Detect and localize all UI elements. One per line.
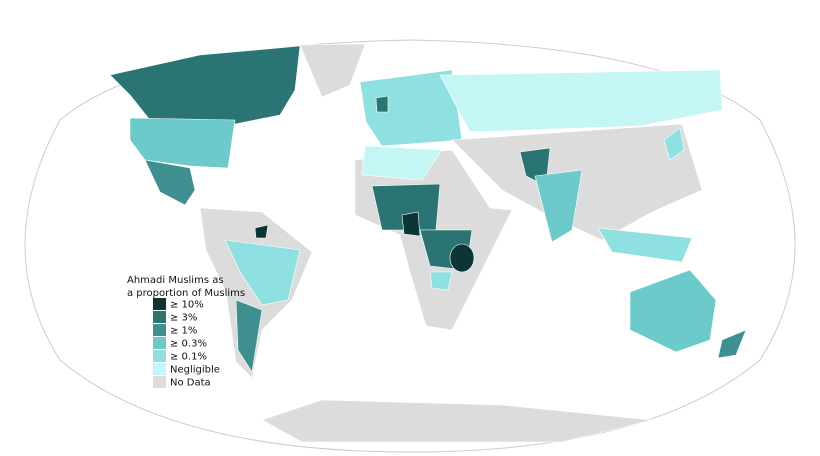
country	[449, 243, 475, 273]
legend-swatch	[153, 350, 166, 362]
legend-label: ≥ 1%	[170, 326, 197, 337]
legend-swatch	[153, 298, 166, 310]
legend-label: ≥ 10%	[170, 300, 204, 311]
country	[429, 271, 453, 291]
country	[359, 69, 463, 147]
country	[597, 227, 693, 263]
country	[261, 399, 653, 443]
countries	[109, 43, 747, 443]
country	[375, 95, 389, 113]
country	[717, 329, 747, 359]
country	[401, 211, 421, 237]
country	[254, 224, 269, 239]
country	[224, 239, 301, 306]
country	[663, 127, 685, 161]
country	[129, 117, 236, 169]
legend-swatch	[153, 311, 166, 323]
legend-swatch	[153, 324, 166, 336]
legend-swatch	[153, 376, 166, 388]
country	[235, 299, 263, 373]
country	[361, 145, 443, 181]
country	[534, 169, 583, 243]
legend-swatch	[153, 363, 166, 375]
legend-title: a proportion of Muslims	[127, 288, 245, 299]
legend-title: Ahmadi Muslims as	[127, 275, 224, 286]
country	[299, 43, 366, 98]
legend-swatch	[153, 337, 166, 349]
legend-label: No Data	[170, 378, 211, 389]
legend-label: ≥ 3%	[170, 313, 197, 324]
country	[629, 269, 717, 353]
legend-label: ≥ 0.3%	[170, 339, 207, 350]
country	[439, 69, 723, 133]
country	[109, 45, 301, 126]
country	[144, 159, 196, 206]
legend-label: ≥ 0.1%	[170, 352, 207, 363]
legend: Ahmadi Muslims as a proportion of Muslims…	[127, 275, 245, 389]
legend-label: Negligible	[170, 365, 220, 376]
